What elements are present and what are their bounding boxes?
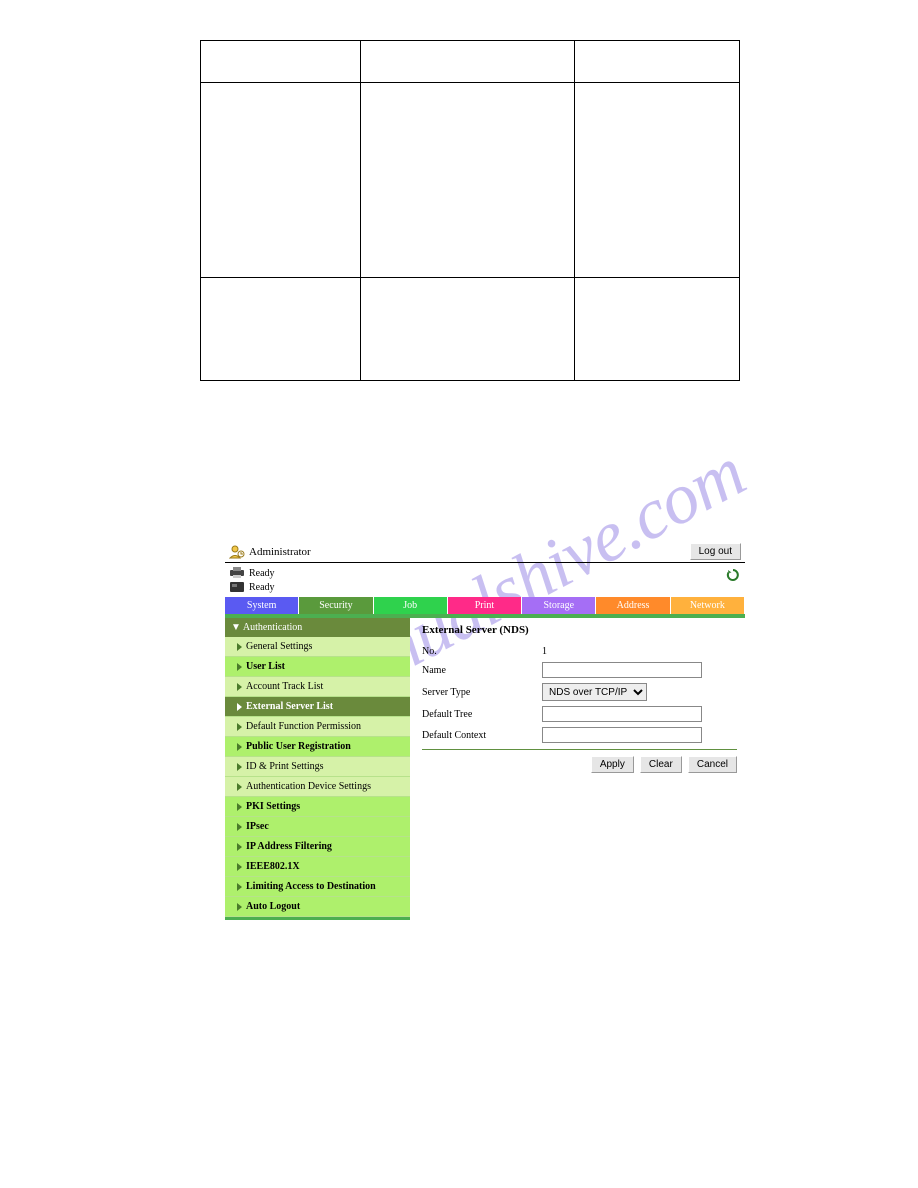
sidebar-item-12[interactable]: Limiting Access to Destination <box>225 877 410 897</box>
sidebar-item-1[interactable]: User List <box>225 657 410 677</box>
server-type-select[interactable]: NDS over TCP/IP <box>542 683 647 701</box>
admin-text: Administrator <box>249 546 311 558</box>
label-server-type: Server Type <box>422 687 542 698</box>
refresh-button[interactable] <box>725 567 741 583</box>
sidebar-header[interactable]: ▼ Authentication <box>225 618 410 637</box>
logout-button[interactable]: Log out <box>690 543 741 560</box>
chevron-right-icon <box>237 663 242 671</box>
tab-job[interactable]: Job <box>374 597 448 614</box>
chevron-right-icon <box>237 803 242 811</box>
chevron-right-icon <box>237 723 242 731</box>
chevron-right-icon <box>237 643 242 651</box>
sidebar-item-label: Auto Logout <box>246 901 300 912</box>
label-name: Name <box>422 665 542 676</box>
table-row <box>201 83 740 278</box>
sidebar-item-11[interactable]: IEEE802.1X <box>225 857 410 877</box>
sidebar-item-label: IP Address Filtering <box>246 841 332 852</box>
apply-button[interactable]: Apply <box>591 756 634 773</box>
sidebar-end-bar <box>225 917 410 920</box>
device-icon <box>229 581 245 593</box>
table-row <box>201 41 740 83</box>
cancel-button[interactable]: Cancel <box>688 756 737 773</box>
label-default-context: Default Context <box>422 730 542 741</box>
printer-icon <box>229 567 245 579</box>
sidebar-item-0[interactable]: General Settings <box>225 637 410 657</box>
chevron-right-icon <box>237 763 242 771</box>
chevron-right-icon <box>237 703 242 711</box>
sidebar-item-label: ID & Print Settings <box>246 761 324 772</box>
sidebar-item-label: User List <box>246 661 285 672</box>
content-panel: External Server (NDS) No. 1 Name Server … <box>410 618 745 779</box>
tab-network[interactable]: Network <box>671 597 745 614</box>
chevron-right-icon <box>237 823 242 831</box>
sidebar-item-5[interactable]: Public User Registration <box>225 737 410 757</box>
chevron-right-icon <box>237 883 242 891</box>
admin-ui: Administrator Log out Ready <box>225 541 745 920</box>
status-item: Ready <box>229 567 275 579</box>
status-text: Ready <box>249 582 275 593</box>
clear-button[interactable]: Clear <box>640 756 682 773</box>
form-row-no: No. 1 <box>422 646 737 657</box>
sidebar-item-label: Limiting Access to Destination <box>246 881 376 892</box>
sidebar-item-7[interactable]: Authentication Device Settings <box>225 777 410 797</box>
admin-label: Administrator <box>229 545 311 559</box>
sidebar-item-label: General Settings <box>246 641 312 652</box>
form-row-default-context: Default Context <box>422 727 737 743</box>
data-table <box>200 40 740 381</box>
default-context-input[interactable] <box>542 727 702 743</box>
value-no: 1 <box>542 646 737 657</box>
sidebar-item-label: IEEE802.1X <box>246 861 300 872</box>
sidebar-item-label: Authentication Device Settings <box>246 781 371 792</box>
status-row: Ready Ready <box>225 563 745 597</box>
form-separator <box>422 749 737 750</box>
name-input[interactable] <box>542 662 702 678</box>
table-row <box>201 278 740 381</box>
tab-security[interactable]: Security <box>299 597 373 614</box>
sidebar-item-label: PKI Settings <box>246 801 300 812</box>
sidebar-item-8[interactable]: PKI Settings <box>225 797 410 817</box>
sidebar-item-2[interactable]: Account Track List <box>225 677 410 697</box>
chevron-right-icon <box>237 683 242 691</box>
chevron-right-icon <box>237 863 242 871</box>
tab-print[interactable]: Print <box>448 597 522 614</box>
chevron-right-icon <box>237 743 242 751</box>
sidebar-item-3[interactable]: External Server List <box>225 697 410 717</box>
user-icon <box>229 545 245 559</box>
tabs: System Security Job Print Storage Addres… <box>225 597 745 614</box>
tab-storage[interactable]: Storage <box>522 597 596 614</box>
sidebar-item-label: Public User Registration <box>246 741 351 752</box>
sidebar-item-9[interactable]: IPsec <box>225 817 410 837</box>
default-tree-input[interactable] <box>542 706 702 722</box>
sidebar-item-6[interactable]: ID & Print Settings <box>225 757 410 777</box>
sidebar-item-10[interactable]: IP Address Filtering <box>225 837 410 857</box>
form-row-name: Name <box>422 662 737 678</box>
sidebar-item-label: IPsec <box>246 821 269 832</box>
sidebar-item-label: Default Function Permission <box>246 721 361 732</box>
form-actions: Apply Clear Cancel <box>422 756 737 773</box>
form-row-server-type: Server Type NDS over TCP/IP <box>422 683 737 701</box>
tab-system[interactable]: System <box>225 597 299 614</box>
tab-address[interactable]: Address <box>596 597 670 614</box>
content-title: External Server (NDS) <box>422 624 737 636</box>
sidebar: ▼ Authentication General Settings User Li… <box>225 618 410 920</box>
sidebar-item-label: Account Track List <box>246 681 323 692</box>
chevron-right-icon <box>237 783 242 791</box>
label-no: No. <box>422 646 542 657</box>
sidebar-item-4[interactable]: Default Function Permission <box>225 717 410 737</box>
chevron-right-icon <box>237 903 242 911</box>
status-item: Ready <box>229 581 275 593</box>
sidebar-item-label: External Server List <box>246 701 333 712</box>
topbar: Administrator Log out <box>225 541 745 562</box>
form-row-default-tree: Default Tree <box>422 706 737 722</box>
label-default-tree: Default Tree <box>422 709 542 720</box>
status-text: Ready <box>249 568 275 579</box>
chevron-right-icon <box>237 843 242 851</box>
sidebar-item-13[interactable]: Auto Logout <box>225 897 410 917</box>
